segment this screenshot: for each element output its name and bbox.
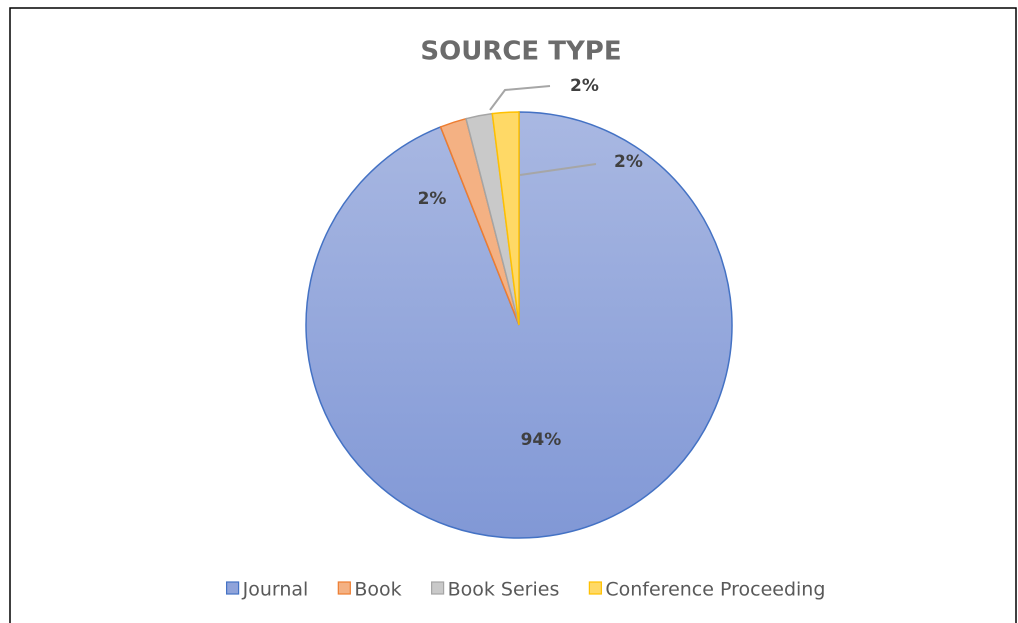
chart-title: SOURCE TYPE [420, 37, 621, 67]
data-label: 2% [570, 76, 599, 96]
legend-label: Conference Proceeding [605, 579, 825, 601]
legend-label: Book [354, 579, 401, 601]
legend-swatch [431, 581, 445, 595]
leader-line [519, 163, 597, 176]
data-label: 2% [418, 189, 447, 209]
leader-line [489, 85, 551, 111]
legend-label: Book Series [448, 579, 560, 601]
pie-slice [491, 111, 520, 326]
frame [9, 7, 1017, 623]
data-label: 94% [521, 430, 562, 450]
legend-label: Journal [242, 579, 309, 601]
data-label: 2% [614, 152, 643, 172]
legend-swatch [588, 581, 602, 595]
legend-swatch [225, 581, 240, 595]
legend-swatch [337, 581, 351, 595]
